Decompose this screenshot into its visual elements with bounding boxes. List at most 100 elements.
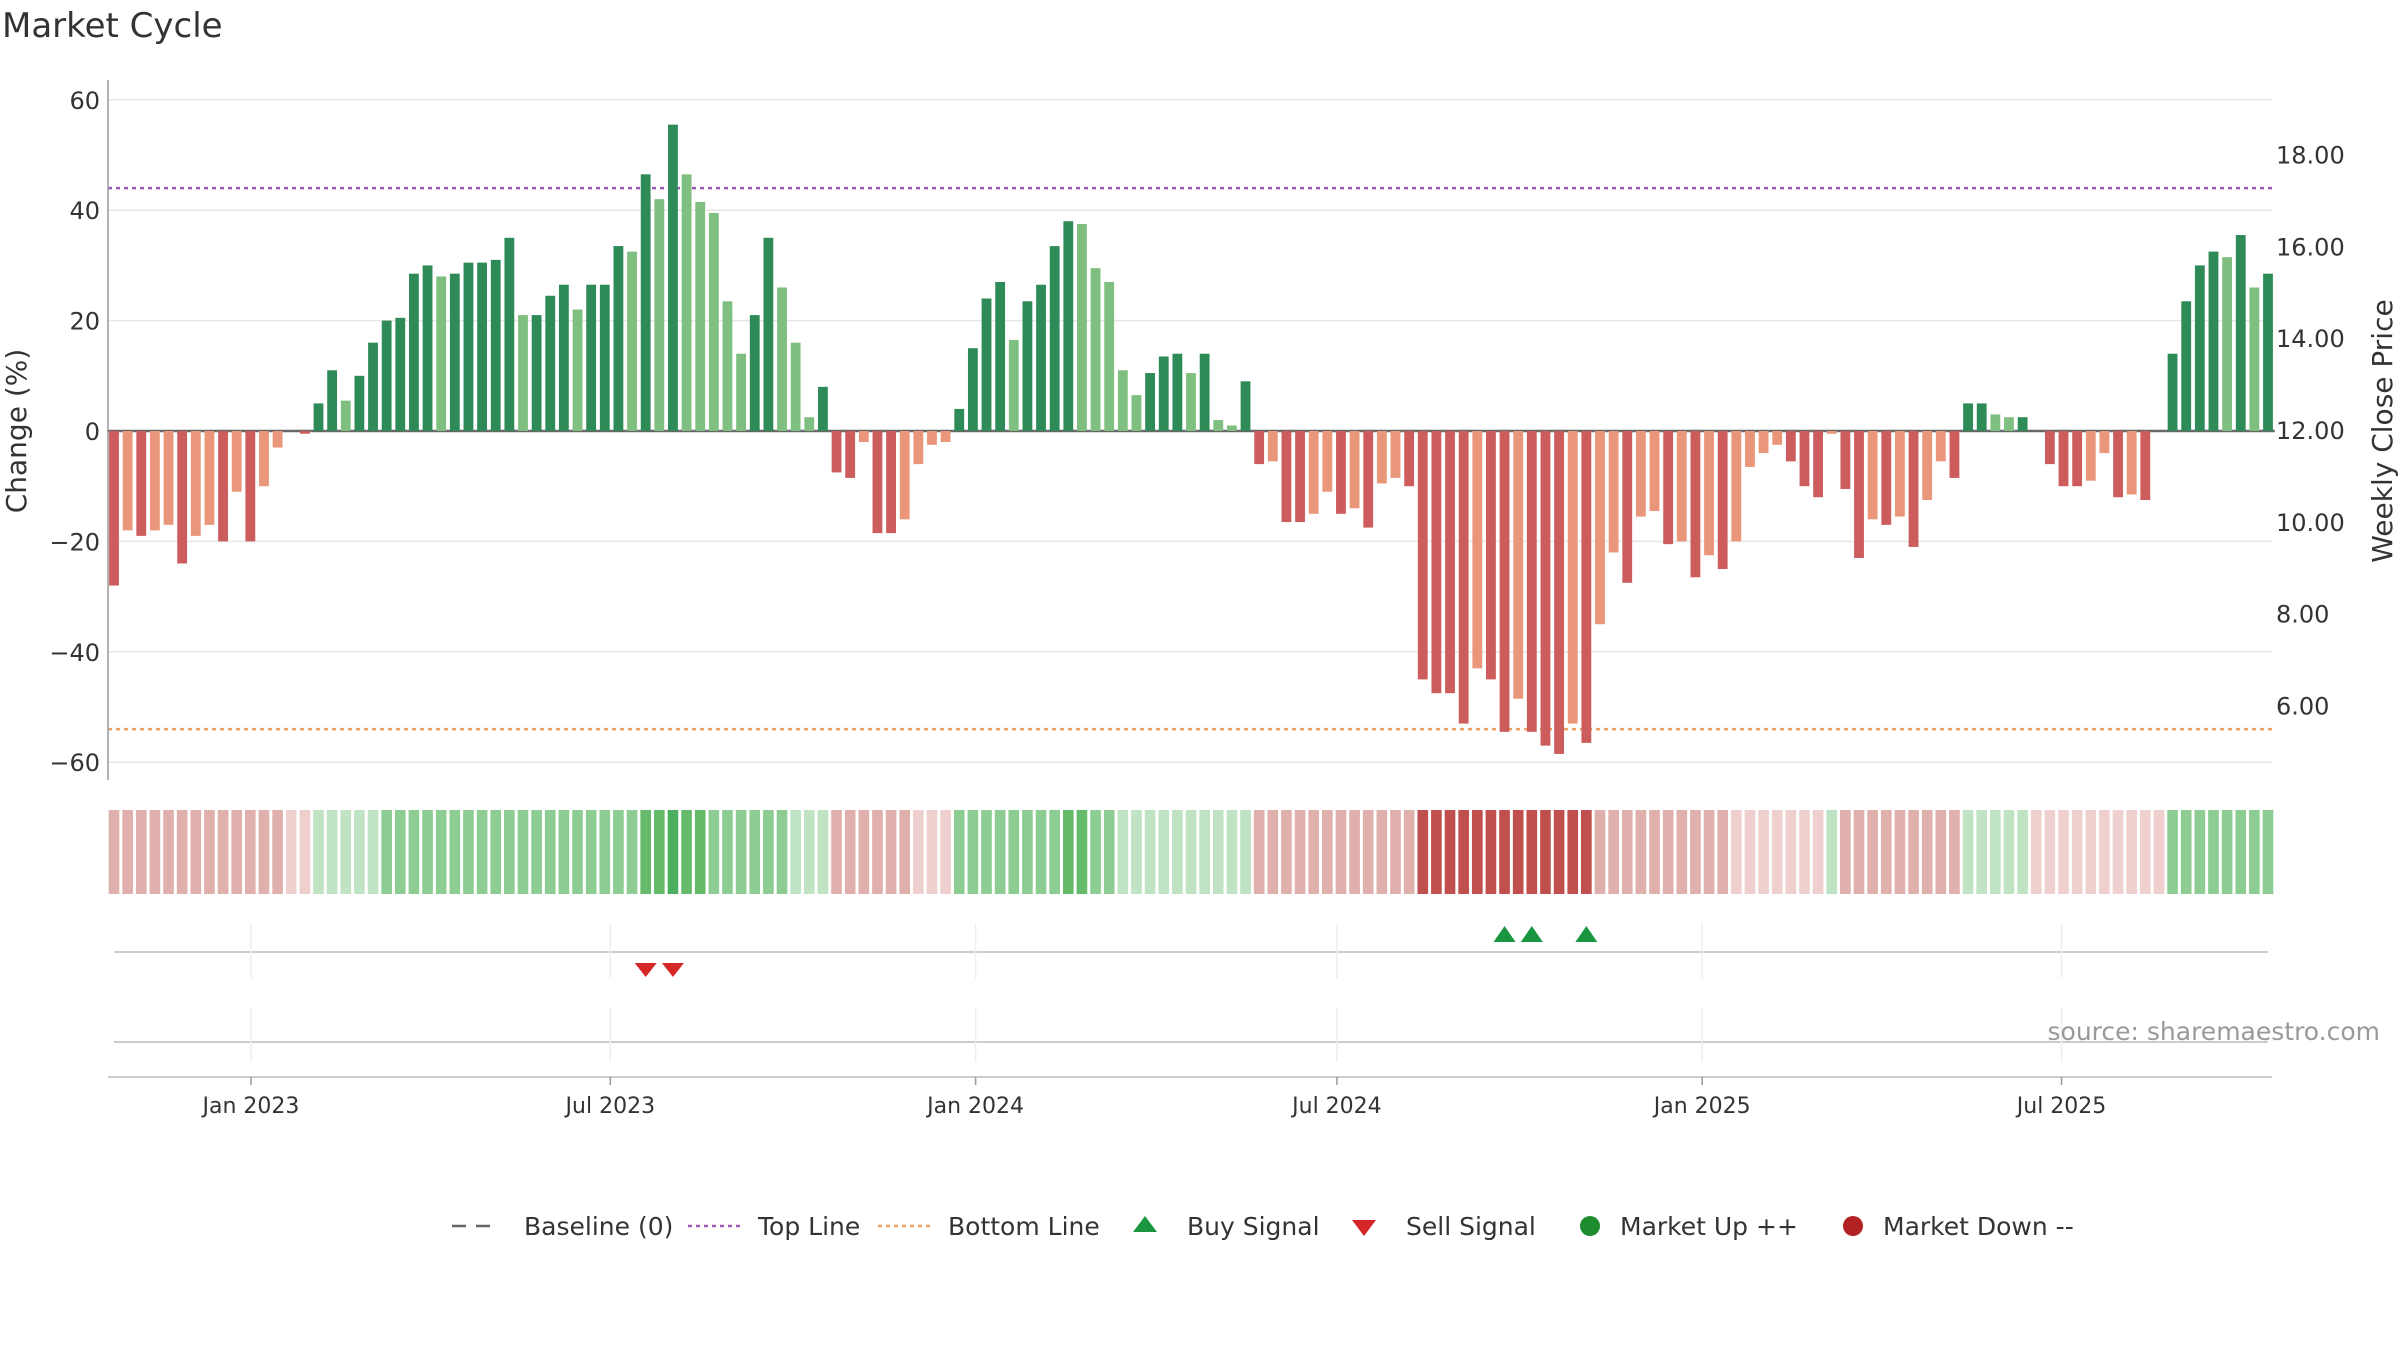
x-tick-label: Jul 2024 [1290, 1094, 1382, 1119]
bar [831, 431, 842, 473]
heat-cell [1649, 810, 1660, 894]
heat-cell [1853, 810, 1865, 894]
heat-cell [1662, 810, 1674, 894]
heat-cell [1322, 810, 1333, 894]
bar [395, 317, 406, 431]
y-tick-label: 20 [69, 308, 100, 336]
bar [477, 262, 487, 431]
heat-cell [2235, 810, 2247, 894]
heat-cell [1267, 810, 1279, 894]
bar [995, 281, 1006, 431]
heat-cell [967, 810, 979, 894]
bar [2044, 431, 2055, 465]
heat-cell [1253, 810, 1265, 894]
heat-cell [2058, 810, 2069, 894]
bar [2235, 235, 2246, 431]
heat-cell [1731, 810, 1742, 894]
bar [899, 431, 910, 520]
y-tick-label: −60 [49, 749, 100, 777]
bar [1908, 431, 1919, 547]
heat-cell [272, 810, 283, 894]
x-tick-label: Jul 2023 [564, 1094, 656, 1119]
heat-cell [1785, 810, 1797, 894]
heat-cell [2112, 810, 2124, 894]
bar [2181, 301, 2192, 431]
bar [1895, 431, 1905, 517]
bar [1963, 403, 1973, 431]
bar [940, 431, 951, 443]
heat-cell [940, 810, 951, 894]
bar [2222, 257, 2233, 431]
reference-lines [108, 186, 2272, 731]
heat-cell [1240, 810, 1251, 894]
bar [1922, 431, 1933, 500]
legend-market-up-icon [1580, 1216, 1600, 1236]
sell-signal-marker [634, 963, 657, 977]
bar [1295, 431, 1305, 523]
heat-cell [476, 810, 488, 894]
x-tick-label: Jan 2025 [1652, 1094, 1751, 1119]
bar [245, 431, 256, 542]
bar [149, 431, 160, 531]
bar [1826, 431, 1837, 434]
heat-cell [2262, 810, 2274, 894]
bar [668, 124, 678, 431]
sell-signal-marker [661, 963, 684, 977]
heat-cell [217, 810, 229, 894]
heat-cell [1758, 810, 1769, 894]
heat-cell [694, 810, 706, 894]
bar [1663, 431, 1674, 545]
heat-cell [1840, 810, 1851, 894]
heat-cell [504, 810, 515, 894]
bar [1172, 353, 1183, 431]
bar [627, 251, 637, 431]
heat-cell [885, 810, 897, 894]
y-tick-label: 60 [69, 87, 100, 115]
heat-cell [1485, 810, 1497, 894]
bar [1704, 431, 1714, 556]
bar [1649, 431, 1660, 512]
bar [518, 315, 528, 431]
y-tick-label: −20 [49, 528, 100, 556]
bar [1090, 268, 1101, 431]
heat-cell [667, 810, 679, 894]
heat-cell [285, 810, 297, 894]
bar [1281, 431, 1292, 523]
bar [2072, 431, 2083, 487]
bar [913, 431, 924, 465]
heat-cell [1812, 810, 1824, 894]
bar [1745, 431, 1755, 467]
heat-cell [1867, 810, 1878, 894]
bar [790, 342, 801, 431]
heat-cell [2249, 810, 2260, 894]
bar [2058, 431, 2069, 487]
heat-cell [1444, 810, 1456, 894]
heat-cell [1635, 810, 1647, 894]
heat-cell [517, 810, 529, 894]
bar [1758, 431, 1769, 454]
bar [1935, 431, 1946, 462]
bar [613, 246, 624, 431]
y-tick-label: 0 [85, 418, 100, 446]
heat-cell [2099, 810, 2110, 894]
bar [1690, 431, 1701, 578]
bar [1513, 431, 1524, 699]
heat-cell [490, 810, 502, 894]
bar [1049, 246, 1060, 431]
legend-buy-icon [1133, 1216, 1157, 1232]
heat-cell [449, 810, 461, 894]
buy-signal-marker [1493, 926, 1516, 942]
bar [1526, 431, 1537, 732]
bar [163, 431, 174, 525]
bar [2194, 265, 2205, 431]
heat-cell [2085, 810, 2097, 894]
bar [654, 199, 665, 431]
bar [2249, 287, 2260, 431]
bar [259, 431, 269, 487]
heat-cell [722, 810, 733, 894]
bar [1445, 431, 1455, 694]
heat-cell [2167, 810, 2178, 894]
bar [368, 342, 378, 431]
heat-cell [1035, 810, 1047, 894]
bar [1022, 301, 1033, 431]
